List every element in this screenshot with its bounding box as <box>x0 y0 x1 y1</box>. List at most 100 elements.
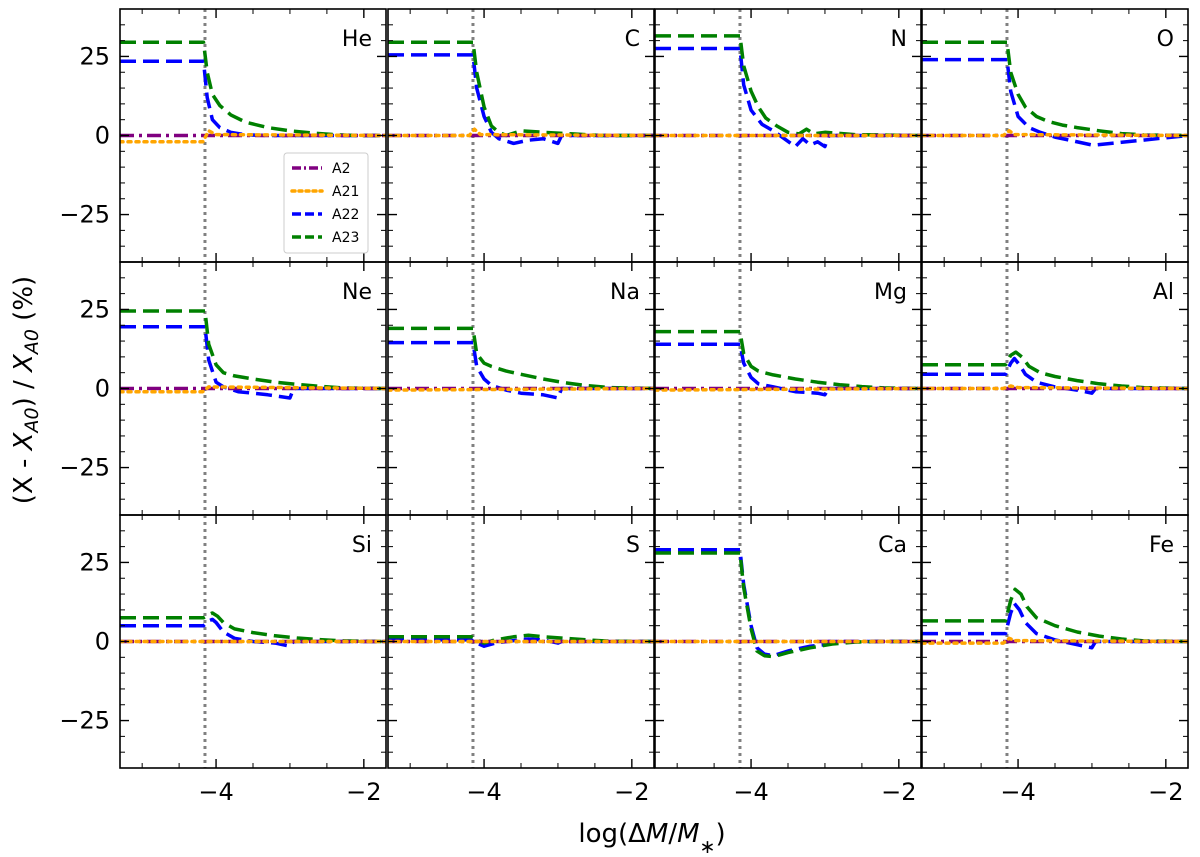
y-tick-label: 0 <box>95 122 110 150</box>
legend-label-a23: A23 <box>332 230 359 246</box>
panel-fe: −4 −2 Fe <box>921 514 1189 806</box>
panels-layer: 25 0 −25 He A2 A21 A22 A23 C N O 25 0 −25 Ne Na Mg Al 25 0 −… <box>59 8 1189 806</box>
element-label: He <box>342 27 372 52</box>
x-axis-title-part: ∗ <box>700 836 716 857</box>
series-line-a23 <box>120 40 386 138</box>
y-tick-label: 0 <box>95 375 110 403</box>
x-tick-label: −4 <box>733 778 768 806</box>
series-line-a22 <box>922 356 1188 395</box>
series-line-a21 <box>922 129 1188 138</box>
y-tick-label: −25 <box>59 454 110 482</box>
element-label: Ne <box>342 280 372 305</box>
element-label: O <box>1157 27 1174 52</box>
x-axis-title-part: M <box>677 819 699 849</box>
element-label: Mg <box>874 280 907 305</box>
panel-s: −4 −2 S <box>387 514 655 806</box>
x-axis-title-part: log( <box>578 819 628 849</box>
x-tick-label: −2 <box>346 778 381 806</box>
element-label: N <box>891 27 907 52</box>
series-line-a23 <box>120 611 386 644</box>
legend-label-a2: A2 <box>332 161 350 177</box>
series-group <box>120 611 386 648</box>
series-group <box>120 40 386 144</box>
series-line-a23 <box>922 350 1188 391</box>
panel-mg: Mg <box>654 261 922 516</box>
x-tick-label: −4 <box>1000 778 1035 806</box>
legend-label-a21: A21 <box>332 184 359 200</box>
panel-ne: 25 0 −25 Ne <box>59 261 387 516</box>
element-label: Na <box>610 280 640 305</box>
y-tick-label: 25 <box>79 295 110 323</box>
series-line-a21 <box>655 386 921 392</box>
x-tick-label: −2 <box>614 778 649 806</box>
series-group <box>922 350 1188 395</box>
x-axis-title-part: Δ <box>628 819 646 849</box>
series-line-a21 <box>120 129 386 144</box>
y-axis-title-part: X <box>9 431 39 452</box>
y-axis-title-part: ) / <box>9 372 39 407</box>
y-axis-title-part: (X - <box>9 450 39 504</box>
series-line-a23 <box>120 309 386 391</box>
x-tick-label: −2 <box>881 778 916 806</box>
x-axis-title-part: M <box>646 819 668 849</box>
series-group <box>655 34 921 149</box>
panel-al: Al <box>921 261 1189 516</box>
series-group <box>922 587 1188 650</box>
y-axis-title-part: X <box>9 353 39 374</box>
element-label: Fe <box>1149 533 1174 558</box>
panel-na: Na <box>387 261 655 516</box>
y-tick-label: 25 <box>79 42 110 70</box>
element-label: S <box>626 533 640 558</box>
panel-c: C <box>387 8 655 263</box>
series-line-a23 <box>388 40 654 138</box>
series-line-a21 <box>388 386 654 392</box>
series-line-a21 <box>922 384 1188 391</box>
x-tick-label: −4 <box>466 778 501 806</box>
y-tick-label: −25 <box>59 201 110 229</box>
series-group <box>388 633 654 648</box>
panel-o: O <box>921 8 1189 263</box>
panel-n: N <box>654 8 922 263</box>
x-axis-title-part: ) <box>715 819 725 849</box>
element-label: Si <box>352 533 372 558</box>
panel-he: 25 0 −25 He A2 A21 A22 A23 <box>59 8 387 263</box>
series-line-a22 <box>922 601 1188 650</box>
series-group <box>922 40 1188 147</box>
x-axis-title: log(ΔM/M∗) <box>578 819 725 857</box>
series-line-a22 <box>120 325 386 400</box>
legend-box <box>283 152 369 254</box>
series-line-a22 <box>120 617 386 648</box>
x-tick-label: −2 <box>1148 778 1183 806</box>
y-axis-title: (X - XA0) / XA0 (%) <box>9 276 43 504</box>
x-tick-label: −4 <box>198 778 233 806</box>
legend-label-a22: A22 <box>332 207 359 223</box>
series-group <box>655 548 921 659</box>
element-label: C <box>625 27 640 52</box>
y-axis-title-part: A0 <box>21 329 43 356</box>
series-line-a22 <box>655 46 921 149</box>
series-line-a21 <box>120 385 386 394</box>
series-line-a23 <box>388 326 654 391</box>
panel-si: 25 0 −25 −4 −2 Si <box>59 514 387 806</box>
series-group <box>655 329 921 397</box>
series-line-a23 <box>922 40 1188 138</box>
series-group <box>388 326 654 400</box>
y-tick-label: 25 <box>79 548 110 576</box>
series-line-a21 <box>388 127 654 138</box>
y-tick-label: 0 <box>95 628 110 656</box>
series-group <box>120 309 386 400</box>
series-line-a23 <box>655 34 921 138</box>
y-tick-label: −25 <box>59 707 110 735</box>
series-line-a23 <box>655 329 921 391</box>
series-group <box>388 40 654 146</box>
series-line-a22 <box>388 53 654 146</box>
series-line-a23 <box>922 587 1188 644</box>
y-axis-title-part: A0 <box>21 407 43 434</box>
x-axis-title-part: / <box>668 819 677 849</box>
panel-ca: −4 −2 Ca <box>654 514 922 806</box>
y-axis-title-part: (%) <box>9 276 39 329</box>
legend: A2 A21 A22 A23 <box>283 152 369 254</box>
series-line-a21 <box>922 636 1188 645</box>
element-label: Al <box>1153 280 1174 305</box>
